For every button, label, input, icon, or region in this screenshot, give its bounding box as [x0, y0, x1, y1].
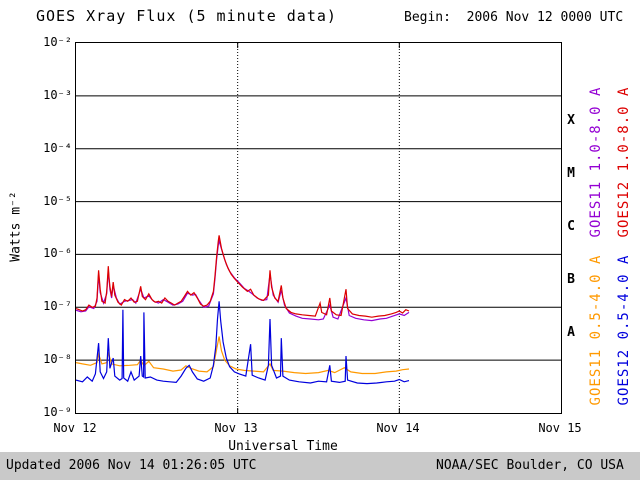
flare-class-a: A: [567, 325, 575, 340]
x-tick-label: Nov 12: [53, 421, 97, 435]
series-line-goes11-long: [76, 239, 410, 322]
source-attribution: NOAA/SEC Boulder, CO USA: [436, 458, 624, 473]
plot-area: [75, 42, 562, 414]
y-axis-title: Watts m⁻²: [8, 191, 24, 262]
legend-goes11-long: GOES11 1.0-8.0 A: [588, 86, 604, 238]
series-line-goes12-long: [76, 235, 410, 318]
updated-timestamp: Updated 2006 Nov 14 01:26:05 UTC: [6, 458, 257, 473]
y-tick-label: 10⁻⁸: [43, 352, 72, 366]
y-tick-label: 10⁻⁴: [43, 141, 72, 155]
y-tick-label: 10⁻⁷: [43, 299, 72, 313]
x-axis-title: Universal Time: [228, 439, 338, 454]
begin-timestamp-label: Begin: 2006 Nov 12 0000 UTC: [404, 10, 624, 25]
x-tick-label: Nov 13: [214, 421, 258, 435]
y-tick-label: 10⁻²: [43, 35, 72, 49]
flare-class-m: M: [567, 166, 575, 181]
x-tick-label: Nov 15: [538, 421, 582, 435]
plot-svg: [76, 43, 561, 413]
y-tick-label: 10⁻³: [43, 88, 72, 102]
series-line-goes12-short: [76, 301, 410, 385]
y-tick-label: 10⁻⁹: [43, 405, 72, 419]
flare-class-c: C: [567, 219, 575, 234]
flare-class-x: X: [567, 113, 575, 128]
legend-goes12-long: GOES12 1.0-8.0 A: [616, 86, 632, 238]
x-tick-label: Nov 14: [376, 421, 420, 435]
legend-goes12-short: GOES12 0.5-4.0 A: [616, 254, 632, 406]
flare-class-b: B: [567, 272, 575, 287]
legend-goes11-short: GOES11 0.5-4.0 A: [588, 254, 604, 406]
chart-title: GOES Xray Flux (5 minute data): [36, 7, 337, 25]
series-line-goes11-short: [76, 336, 410, 375]
y-tick-label: 10⁻⁶: [43, 246, 72, 260]
footer-bar: [0, 452, 640, 480]
y-tick-label: 10⁻⁵: [43, 194, 72, 208]
